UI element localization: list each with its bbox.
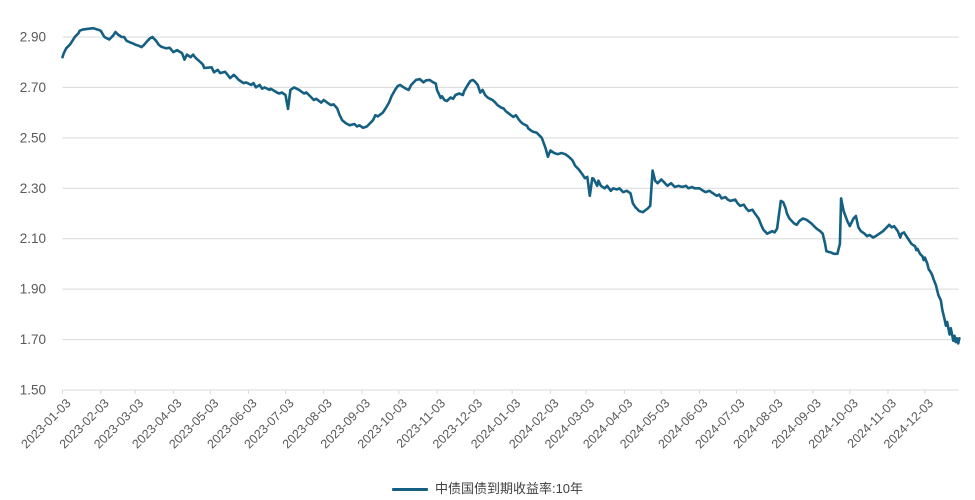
y-tick-label: 2.30 — [20, 181, 46, 196]
y-tick-label: 2.70 — [20, 80, 46, 95]
legend-label: 中债国债到期收益率:10年 — [434, 481, 584, 496]
legend: 中债国债到期收益率:10年 — [0, 480, 975, 498]
legend-line-swatch — [391, 487, 428, 491]
y-tick-label: 2.10 — [20, 231, 46, 246]
yield-series-line — [61, 26, 961, 345]
y-tick-label: 2.90 — [20, 30, 46, 45]
y-tick-label: 1.70 — [20, 332, 46, 347]
y-tick-label: 1.90 — [20, 282, 46, 297]
y-tick-label: 1.50 — [20, 383, 46, 398]
y-tick-label: 2.50 — [20, 130, 46, 145]
